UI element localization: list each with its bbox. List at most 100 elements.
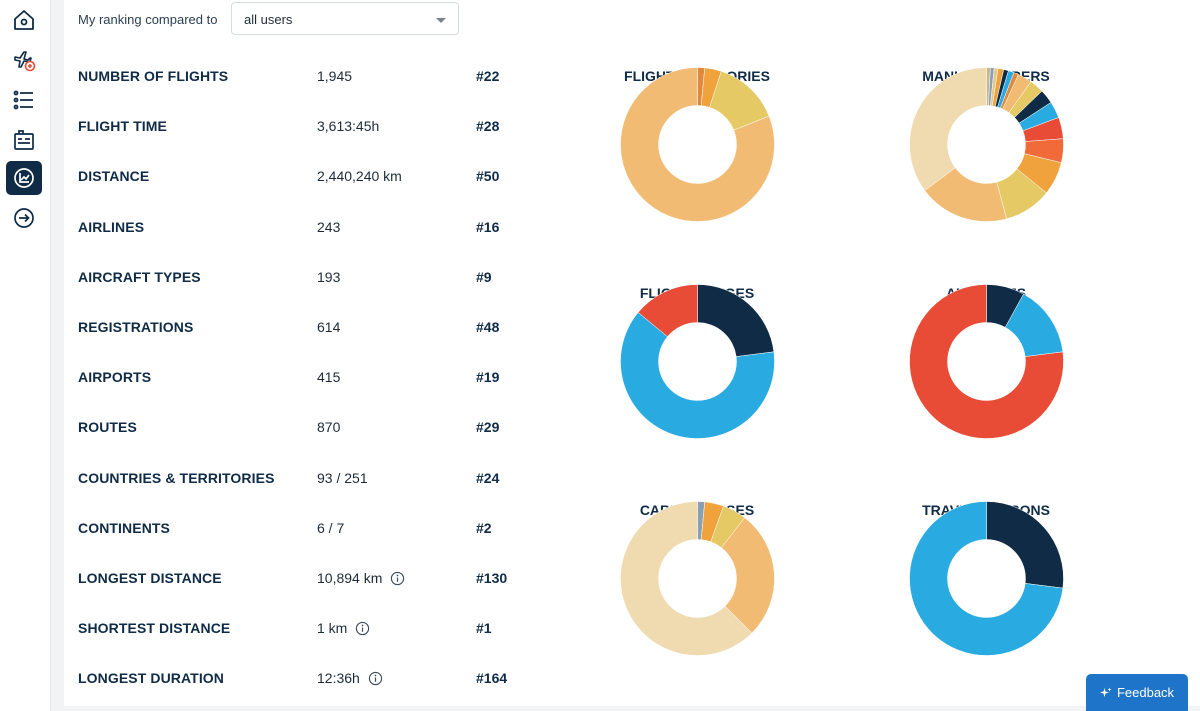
donut-segment[interactable] (985, 500, 1064, 588)
stat-rank: #22 (476, 68, 500, 84)
donut-segment[interactable] (637, 283, 698, 337)
stat-rank: #16 (476, 218, 500, 235)
info-icon[interactable] (390, 571, 405, 586)
stat-row: SHORTEST DISTANCE 1 km #1 (78, 620, 538, 640)
stat-rank: #29 (476, 419, 500, 436)
donut-segment[interactable] (619, 500, 752, 656)
stat-label: LONGEST DISTANCE (78, 570, 222, 586)
donut-chart[interactable] (619, 500, 775, 656)
stat-row: ROUTES 870 #29 (78, 419, 538, 439)
stat-rank: #24 (476, 469, 500, 486)
donut-chart[interactable] (619, 283, 775, 439)
donut-segment[interactable] (908, 500, 1063, 656)
donut-segment[interactable] (908, 283, 1064, 439)
home-icon (14, 10, 34, 30)
stat-row: DISTANCE 2,440,240 km #50 (78, 168, 538, 188)
stat-value: 10,894 km (317, 570, 405, 586)
stat-value-text: 12:36h (317, 670, 360, 687)
stat-value-text: 93 / 251 (317, 469, 368, 486)
stat-value-text: 614 (317, 319, 341, 335)
stat-value-text: 870 (317, 419, 341, 436)
stat-value-text: 243 (317, 218, 341, 235)
statistics-icon (14, 168, 34, 188)
stat-value: 614 (317, 319, 340, 335)
stat-value: 1 km (317, 620, 370, 636)
donut-segment[interactable] (619, 66, 775, 222)
nav-logbook[interactable] (6, 123, 42, 157)
donut-segment[interactable] (696, 283, 774, 357)
stat-row: REGISTRATIONS 614 #48 (78, 319, 538, 339)
stat-value: 193 (317, 269, 340, 285)
stat-value-text: 10,894 km (317, 570, 383, 586)
stat-row: NUMBER OF FLIGHTS 1,945 #22 (78, 68, 538, 88)
stat-label: REGISTRATIONS (78, 319, 194, 335)
stat-rank: #1 (476, 620, 492, 637)
chevron-down-icon (436, 18, 446, 23)
stat-label: COUNTRIES & TERRITORIES (78, 469, 275, 486)
nav-add-flight[interactable] (6, 43, 42, 77)
stat-label: AIRPORTS (78, 369, 152, 386)
stat-rank: #2 (476, 519, 492, 536)
stat-row: FLIGHT TIME 3,613:45h #28 (78, 118, 538, 138)
info-icon[interactable] (368, 671, 383, 686)
stat-value-text: 1,945 (317, 68, 353, 84)
nav-home[interactable] (6, 3, 42, 37)
feedback-button[interactable]: Feedback (1086, 674, 1188, 711)
stat-rank: #50 (476, 168, 500, 185)
add-flight-icon (14, 51, 36, 72)
stat-rank: #9 (476, 268, 492, 285)
stat-value: 3,613:45h (317, 118, 379, 134)
arrow-right-icon (14, 208, 34, 228)
compare-label: My ranking compared to (78, 12, 218, 27)
stat-row: AIRCRAFT TYPES 193 #9 (78, 269, 538, 289)
sparkle-icon (1099, 687, 1112, 697)
feedback-label: Feedback (1116, 685, 1175, 700)
stat-label: NUMBER OF FLIGHTS (78, 68, 229, 84)
donut-segment[interactable] (720, 516, 775, 633)
stat-value: 6 / 7 (317, 520, 344, 536)
donut-chart[interactable] (908, 500, 1064, 656)
nav-statistics[interactable] (6, 161, 42, 195)
logbook-icon (14, 130, 34, 150)
stat-rank: #130 (476, 570, 508, 586)
stat-label: FLIGHT TIME (78, 118, 167, 135)
stat-label: SHORTEST DISTANCE (78, 620, 231, 637)
stat-rank: #48 (476, 319, 500, 335)
info-icon[interactable] (355, 621, 370, 636)
stat-row: CONTINENTS 6 / 7 #2 (78, 520, 538, 540)
stat-label: AIRCRAFT TYPES (78, 268, 201, 285)
stat-label: CONTINENTS (78, 519, 170, 536)
stat-value-text: 3,613:45h (317, 118, 380, 135)
stat-label: DISTANCE (78, 168, 150, 185)
stat-value: 415 (317, 369, 340, 385)
stat-row: AIRPORTS 415 #19 (78, 369, 538, 389)
stat-value: 2,440,240 km (317, 168, 402, 184)
list-icon (13, 90, 33, 110)
stat-value: 243 (317, 219, 340, 235)
nav-list[interactable] (6, 83, 42, 117)
stat-value-text: 6 / 7 (317, 519, 345, 536)
donut-segment[interactable] (908, 66, 987, 191)
donut-segment[interactable] (619, 311, 775, 439)
statistics-panel: My ranking compared to all users NUMBER … (64, 0, 1200, 706)
stat-label: AIRLINES (78, 218, 145, 235)
compare-select-value: all users (244, 12, 293, 27)
stat-label: LONGEST DURATION (78, 670, 225, 687)
stat-value: 1,945 (317, 68, 352, 84)
stat-value-text: 415 (317, 369, 341, 386)
stat-row: AIRLINES 243 #16 (78, 219, 538, 239)
sidebar (0, 0, 51, 711)
stat-label: ROUTES (78, 419, 137, 436)
stat-value-text: 193 (317, 268, 341, 285)
donut-chart[interactable] (908, 283, 1064, 439)
compare-select[interactable]: all users (231, 2, 459, 35)
nav-arrow[interactable] (6, 201, 42, 235)
stat-value-text: 1 km (317, 620, 348, 637)
stat-rank: #164 (476, 670, 508, 687)
donut-chart[interactable] (619, 66, 775, 222)
donut-chart[interactable] (908, 66, 1064, 222)
stat-rank: #19 (476, 369, 500, 386)
stat-value-text: 2,440,240 km (317, 168, 402, 185)
stat-row: LONGEST DISTANCE 10,894 km #130 (78, 570, 538, 590)
stat-value: 870 (317, 419, 340, 435)
